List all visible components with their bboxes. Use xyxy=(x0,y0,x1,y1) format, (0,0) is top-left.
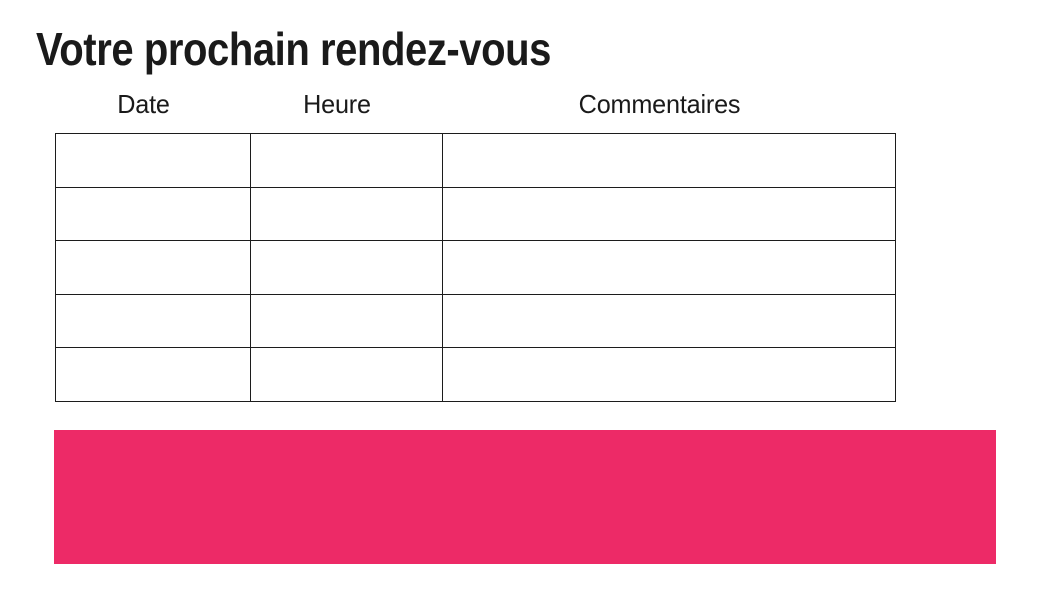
table-cell xyxy=(55,186,251,241)
table-cell xyxy=(250,293,443,348)
table-cell xyxy=(250,240,443,295)
pink-banner xyxy=(54,430,996,564)
table-row xyxy=(55,186,896,241)
table-row xyxy=(55,293,896,348)
table-cell xyxy=(55,240,251,295)
table-cell xyxy=(442,133,896,188)
table-cell xyxy=(442,347,896,402)
table-cell xyxy=(250,347,443,402)
table-column-headers: Date Heure Commentaires xyxy=(46,89,886,120)
column-header-date: Date xyxy=(117,89,170,119)
column-header-commentaires: Commentaires xyxy=(578,89,741,119)
appointments-table xyxy=(55,133,896,402)
table-cell xyxy=(55,133,251,188)
page-title: Votre prochain rendez-vous xyxy=(36,23,551,75)
table-cell xyxy=(250,133,443,188)
appointments-table-body xyxy=(55,133,896,402)
table-row xyxy=(55,240,896,295)
table-cell xyxy=(442,240,896,295)
table-cell xyxy=(55,293,251,348)
table-cell xyxy=(442,186,896,241)
column-header-heure: Heure xyxy=(303,89,371,119)
table-cell xyxy=(250,186,443,241)
table-row xyxy=(55,347,896,402)
table-row xyxy=(55,133,896,188)
table-cell xyxy=(442,293,896,348)
table-cell xyxy=(55,347,251,402)
